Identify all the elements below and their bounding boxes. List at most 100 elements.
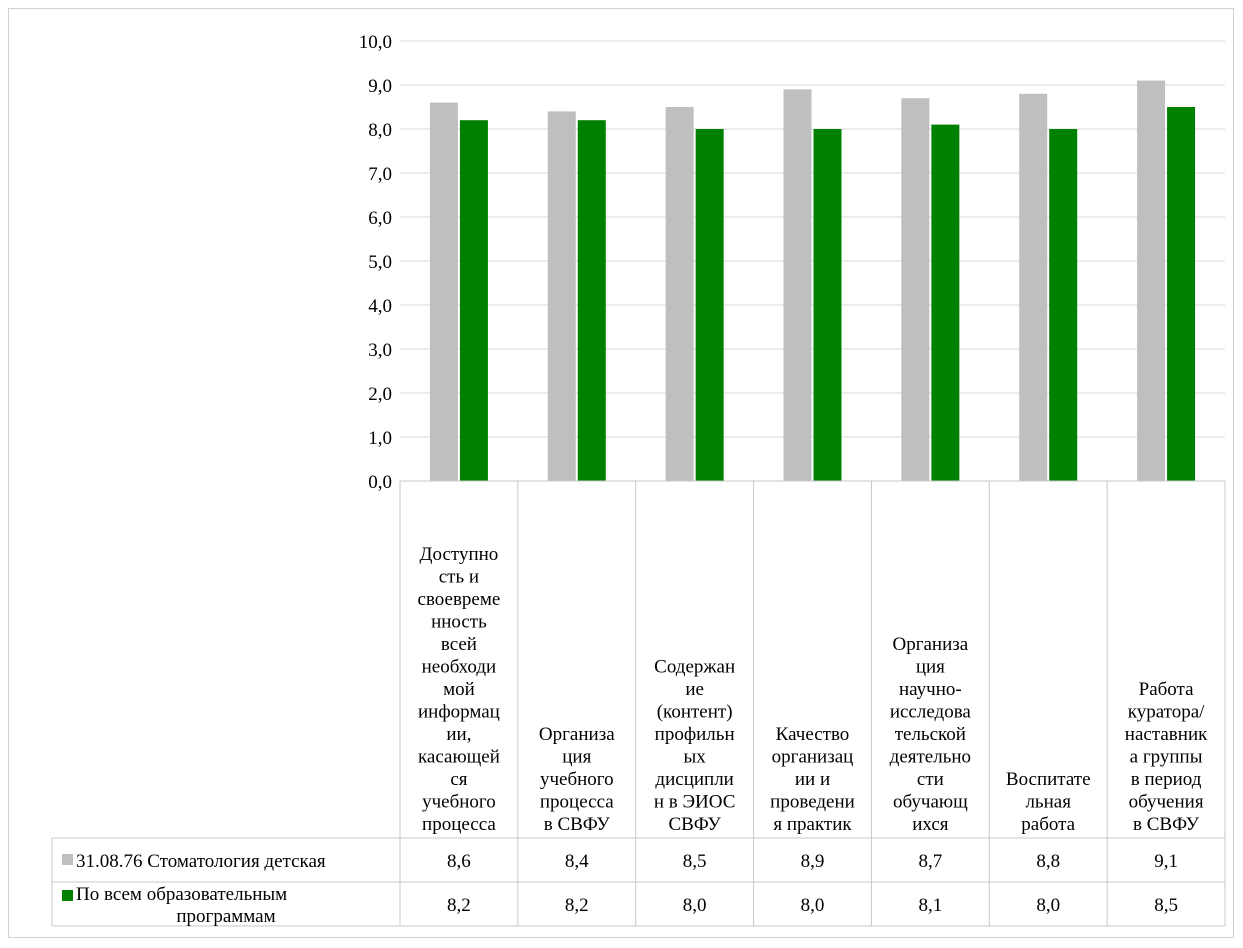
data-table-value: 8,5	[683, 851, 707, 872]
bar-series-1-cat-3	[665, 107, 694, 481]
data-table-value: 8,8	[1036, 851, 1060, 872]
category-label-line: Воспитате	[1006, 769, 1091, 790]
legend-series-name: По всем образовательным	[76, 884, 287, 905]
y-tick-label: 3,0	[368, 340, 392, 361]
category-label-line: своевреме	[418, 589, 501, 610]
y-tick-label: 8,0	[368, 120, 392, 141]
data-table-value: 8,4	[565, 851, 589, 872]
category-label-line: Организа	[539, 724, 615, 745]
category-label-line: научно-	[899, 679, 962, 700]
category-label-line: процесса	[540, 792, 614, 813]
category-label-line: СВФУ	[668, 814, 721, 835]
category-label-line: профильн	[655, 724, 735, 745]
y-tick-label: 4,0	[368, 296, 392, 317]
category-label-line: информац	[418, 702, 500, 723]
y-tick-label: 6,0	[368, 208, 392, 229]
y-tick-label: 0,0	[368, 472, 392, 493]
category-label-line: работа	[1021, 814, 1075, 835]
category-label-line: Организа	[892, 634, 968, 655]
category-label-line: Содержан	[654, 657, 735, 678]
category-label-line: касающей	[418, 747, 500, 768]
data-table-row-1: 31.08.76 Стоматология детская 8,6 8,4 8,5 8,…	[62, 851, 1178, 872]
category-label-line: нность	[431, 612, 487, 633]
y-tick-label: 2,0	[368, 384, 392, 405]
category-label-line: в период	[1131, 769, 1202, 790]
category-label-line: мой	[443, 679, 475, 700]
category-label-5: Организациянаучно-исследовательскойдеяте…	[890, 634, 972, 835]
y-tick-label: 1,0	[368, 428, 392, 449]
data-table-value: 8,2	[447, 895, 471, 916]
category-label-line: ых	[684, 747, 707, 768]
y-tick-label: 10,0	[359, 32, 392, 53]
category-label-line: куратора/	[1128, 702, 1205, 723]
category-label-line: ии,	[446, 724, 471, 745]
data-table-value: 8,6	[447, 851, 471, 872]
category-label-line: наставник	[1125, 724, 1208, 745]
bar-series-1-cat-4	[783, 89, 812, 482]
category-label-line: ция	[916, 657, 945, 678]
category-label-line: в СВФУ	[544, 814, 611, 835]
category-label-line: льная	[1025, 792, 1071, 813]
data-table-value: 8,0	[683, 895, 707, 916]
category-label-line: исследова	[890, 702, 972, 723]
category-label-line: необходи	[422, 657, 497, 678]
bar-series-2-cat-6	[1049, 129, 1078, 481]
y-gridlines	[400, 40, 1225, 438]
category-label-line: н в ЭИОС	[654, 792, 736, 813]
bar-series-2-cat-4	[813, 129, 842, 481]
category-label-line: Доступно	[420, 544, 499, 565]
category-label-line: обучающ	[893, 792, 968, 813]
bar-series-1-cat-6	[1019, 93, 1048, 482]
bar-series-1-cat-5	[901, 98, 930, 481]
category-label-line: а группы	[1130, 747, 1203, 768]
bar-series-2-cat-3	[695, 129, 724, 481]
legend-swatch	[62, 854, 73, 865]
chart-frame	[8, 8, 1234, 938]
bar-series-1-cat-7	[1137, 80, 1166, 481]
legend-series-name: 31.08.76 Стоматология детская	[76, 851, 326, 872]
category-label-line: ся	[450, 769, 467, 790]
category-label-line: тельской	[895, 724, 966, 745]
category-label-line: дисципли	[655, 769, 733, 790]
bar-series-2-cat-5	[931, 124, 960, 481]
data-table-value: 9,1	[1154, 851, 1178, 872]
category-label-line: ция	[562, 747, 591, 768]
data-table-value: 8,7	[918, 851, 942, 872]
y-tick-label: 9,0	[368, 76, 392, 97]
bar-series-2-cat-7	[1167, 107, 1196, 481]
category-label-line: Качество	[776, 724, 850, 745]
category-label-line: деятельно	[890, 747, 971, 768]
category-label-line: ихся	[912, 814, 949, 835]
category-label-line: проведени	[770, 792, 855, 813]
legend-swatch	[62, 890, 73, 901]
category-label-line: я практик	[773, 814, 852, 835]
bars	[429, 80, 1196, 482]
data-table-value: 8,5	[1154, 895, 1178, 916]
bar-series-2-cat-1	[459, 120, 488, 481]
category-label-line: организац	[772, 747, 854, 768]
category-label-line: сть и	[439, 567, 479, 588]
y-tick-label: 5,0	[368, 252, 392, 273]
data-table-value: 8,0	[801, 895, 825, 916]
data-table-value: 8,1	[918, 895, 942, 916]
legend-series-name: программам	[176, 906, 275, 927]
data-table-value: 8,2	[565, 895, 589, 916]
category-label-line: в СВФУ	[1133, 814, 1200, 835]
category-label-line: (контент)	[657, 702, 733, 723]
category-label-line: всей	[441, 634, 477, 655]
data-table-grid	[51, 480, 1226, 927]
category-label-line: ие	[685, 679, 704, 700]
category-label-line: учебного	[540, 769, 614, 790]
category-label-line: обучения	[1129, 792, 1204, 813]
data-table-value: 8,9	[801, 851, 825, 872]
y-tick-label: 7,0	[368, 164, 392, 185]
bar-series-2-cat-2	[577, 120, 606, 481]
